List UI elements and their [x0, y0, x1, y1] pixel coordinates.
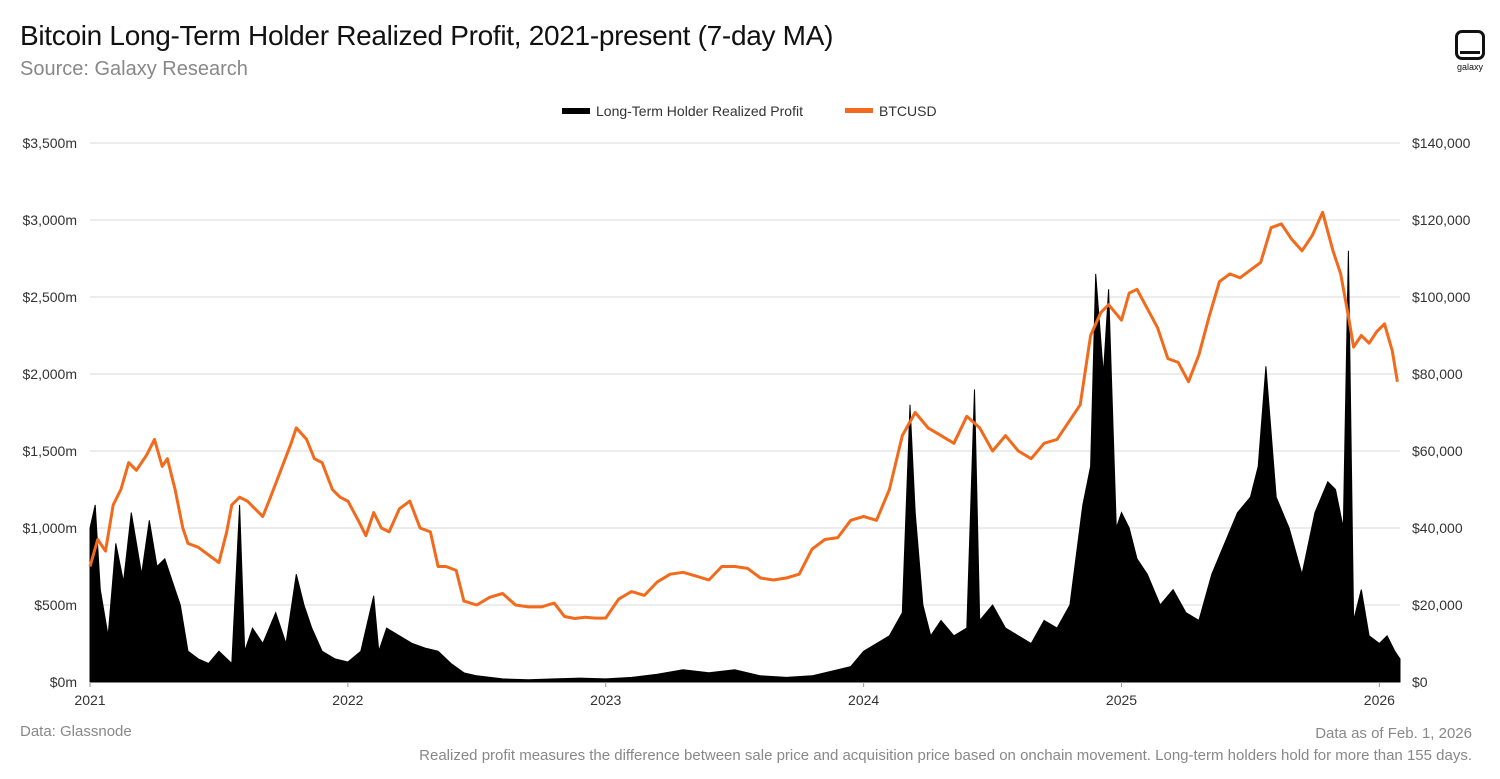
- y-right-tick-label: $60,000: [1412, 443, 1463, 459]
- legend-label-profit: Long-Term Holder Realized Profit: [596, 103, 803, 119]
- data-as-of: Data as of Feb. 1, 2026: [1315, 725, 1472, 742]
- x-tick-label: 2025: [1106, 692, 1137, 708]
- legend-swatch-btc: [845, 108, 873, 113]
- btc-series: [88, 210, 1399, 620]
- legend-swatch-profit: [562, 108, 590, 114]
- y-left-tick-label: $2,500m: [23, 289, 77, 305]
- galaxy-logo-icon: [1455, 30, 1485, 60]
- x-tick-label: 2026: [1364, 692, 1395, 708]
- y-left-tick-label: $2,000m: [23, 366, 77, 382]
- x-tick-label: 2021: [74, 692, 105, 708]
- y-right-tick-label: $20,000: [1412, 597, 1463, 613]
- y-left-tick-label: $3,500m: [23, 135, 77, 151]
- galaxy-logo-text: galaxy: [1456, 62, 1483, 72]
- y-left-tick-label: $500m: [34, 597, 77, 613]
- y-right-tick-label: $140,000: [1412, 135, 1471, 151]
- axes: $0m $500m $1,000m $1,500m $2,000m $2,500m $3,0…: [23, 135, 1471, 708]
- btc-line: [88, 210, 1399, 620]
- y-right-tick-label: $40,000: [1412, 520, 1463, 536]
- profit-area: [89, 250, 1401, 683]
- y-right-tick-label: $0: [1412, 674, 1428, 690]
- chart-title: Bitcoin Long-Term Holder Realized Profit…: [20, 20, 834, 51]
- legend-label-btc: BTCUSD: [879, 103, 937, 119]
- y-left-tick-label: $1,000m: [23, 520, 77, 536]
- galaxy-logo: galaxy: [1450, 30, 1490, 72]
- x-tick-label: 2024: [848, 692, 879, 708]
- y-left-tick-label: $0m: [50, 674, 77, 690]
- grid-lines: [90, 142, 1400, 683]
- y-right-tick-label: $80,000: [1412, 366, 1463, 382]
- profit-series: [89, 250, 1401, 683]
- data-source: Data: Glassnode: [20, 723, 132, 740]
- y-right-tick-label: $100,000: [1412, 289, 1471, 305]
- footnote: Realized profit measures the difference …: [419, 747, 1472, 764]
- chart-subtitle: Source: Galaxy Research: [20, 58, 248, 80]
- y-right-tick-label: $120,000: [1412, 212, 1471, 228]
- legend: Long-Term Holder Realized Profit BTCUSD: [562, 103, 937, 119]
- x-tick-label: 2022: [332, 692, 363, 708]
- y-left-tick-label: $3,000m: [23, 212, 77, 228]
- y-left-tick-label: $1,500m: [23, 443, 77, 459]
- x-tick-label: 2023: [590, 692, 621, 708]
